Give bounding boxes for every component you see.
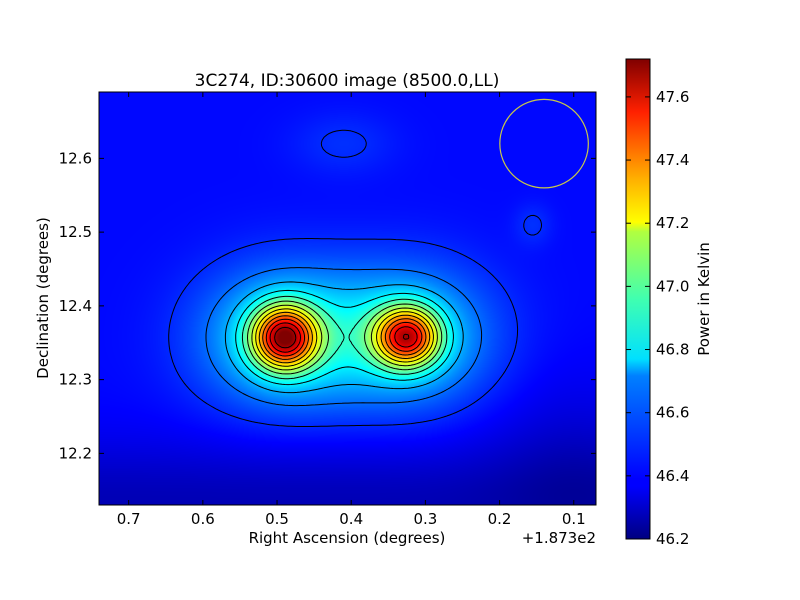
contour-level-2 (224, 281, 464, 394)
x-tick-label: 0.3 (413, 510, 437, 528)
plot-area (98, 91, 597, 506)
colorbar-tick-label: 46.2 (656, 530, 689, 548)
colorbar-tick-label: 46.6 (656, 404, 689, 422)
x-offset-label: +1.873e2 (522, 529, 596, 547)
x-tick-label: 0.2 (488, 510, 512, 528)
beam-circle (499, 98, 589, 189)
colorbar-gradient (626, 59, 650, 539)
y-tick-label: 12.2 (59, 444, 92, 462)
chart-title: 3C274, ID:30600 image (8500.0,LL) (195, 71, 500, 91)
contour-level-4 (241, 295, 448, 380)
y-tick-label: 12.3 (59, 371, 92, 389)
colorbar: 46.2 46.4 46.6 46.8 47.0 47.2 47.4 47.6 Power i… (625, 58, 713, 548)
x-axis-label: Right Ascension (degrees) (249, 529, 446, 547)
colorbar-ticks: 46.2 46.4 46.6 46.8 47.0 47.2 47.4 47.6 (626, 88, 689, 548)
contour-level-0 (168, 129, 542, 427)
colorbar-tick-label: 46.8 (656, 341, 689, 359)
colorbar-frame (625, 58, 651, 540)
contour-level-12 (274, 326, 410, 349)
contour-level-9 (262, 315, 427, 360)
x-tick-label: 0.7 (117, 510, 141, 528)
colorbar-tick-label: 46.4 (656, 467, 689, 485)
contour-level-8 (258, 311, 431, 364)
y-axis-label: Declination (degrees) (34, 217, 52, 379)
contour-level-11 (269, 322, 418, 353)
x-axis: 0.7 0.6 0.5 0.4 0.3 0.2 0.1 (117, 92, 586, 528)
colorbar-tick-label: 47.6 (656, 88, 689, 106)
contour-level-1 (205, 267, 483, 407)
y-tick-label: 12.5 (59, 223, 92, 241)
y-tick-label: 12.6 (59, 149, 92, 167)
plot-frame (98, 91, 597, 506)
y-tick-label: 12.4 (59, 297, 92, 315)
contour-lines (168, 129, 542, 427)
contour-level-6 (251, 304, 438, 371)
colorbar-label: Power in Kelvin (695, 242, 713, 356)
colorbar-tick-label: 47.4 (656, 151, 689, 169)
colorbar-tick-label: 47.0 (656, 277, 689, 295)
x-tick-label: 0.5 (265, 510, 289, 528)
x-tick-label: 0.1 (562, 510, 586, 528)
heatmap-image (99, 92, 596, 505)
x-tick-label: 0.6 (191, 510, 215, 528)
contour-level-5 (247, 300, 443, 375)
contour-level-3 (235, 289, 454, 386)
colorbar-tick-label: 47.2 (656, 214, 689, 232)
contour-level-10 (265, 318, 423, 357)
x-tick-label: 0.4 (339, 510, 363, 528)
contour-level-7 (255, 308, 434, 367)
y-axis: 12.2 12.3 12.4 12.5 12.6 (59, 149, 596, 462)
